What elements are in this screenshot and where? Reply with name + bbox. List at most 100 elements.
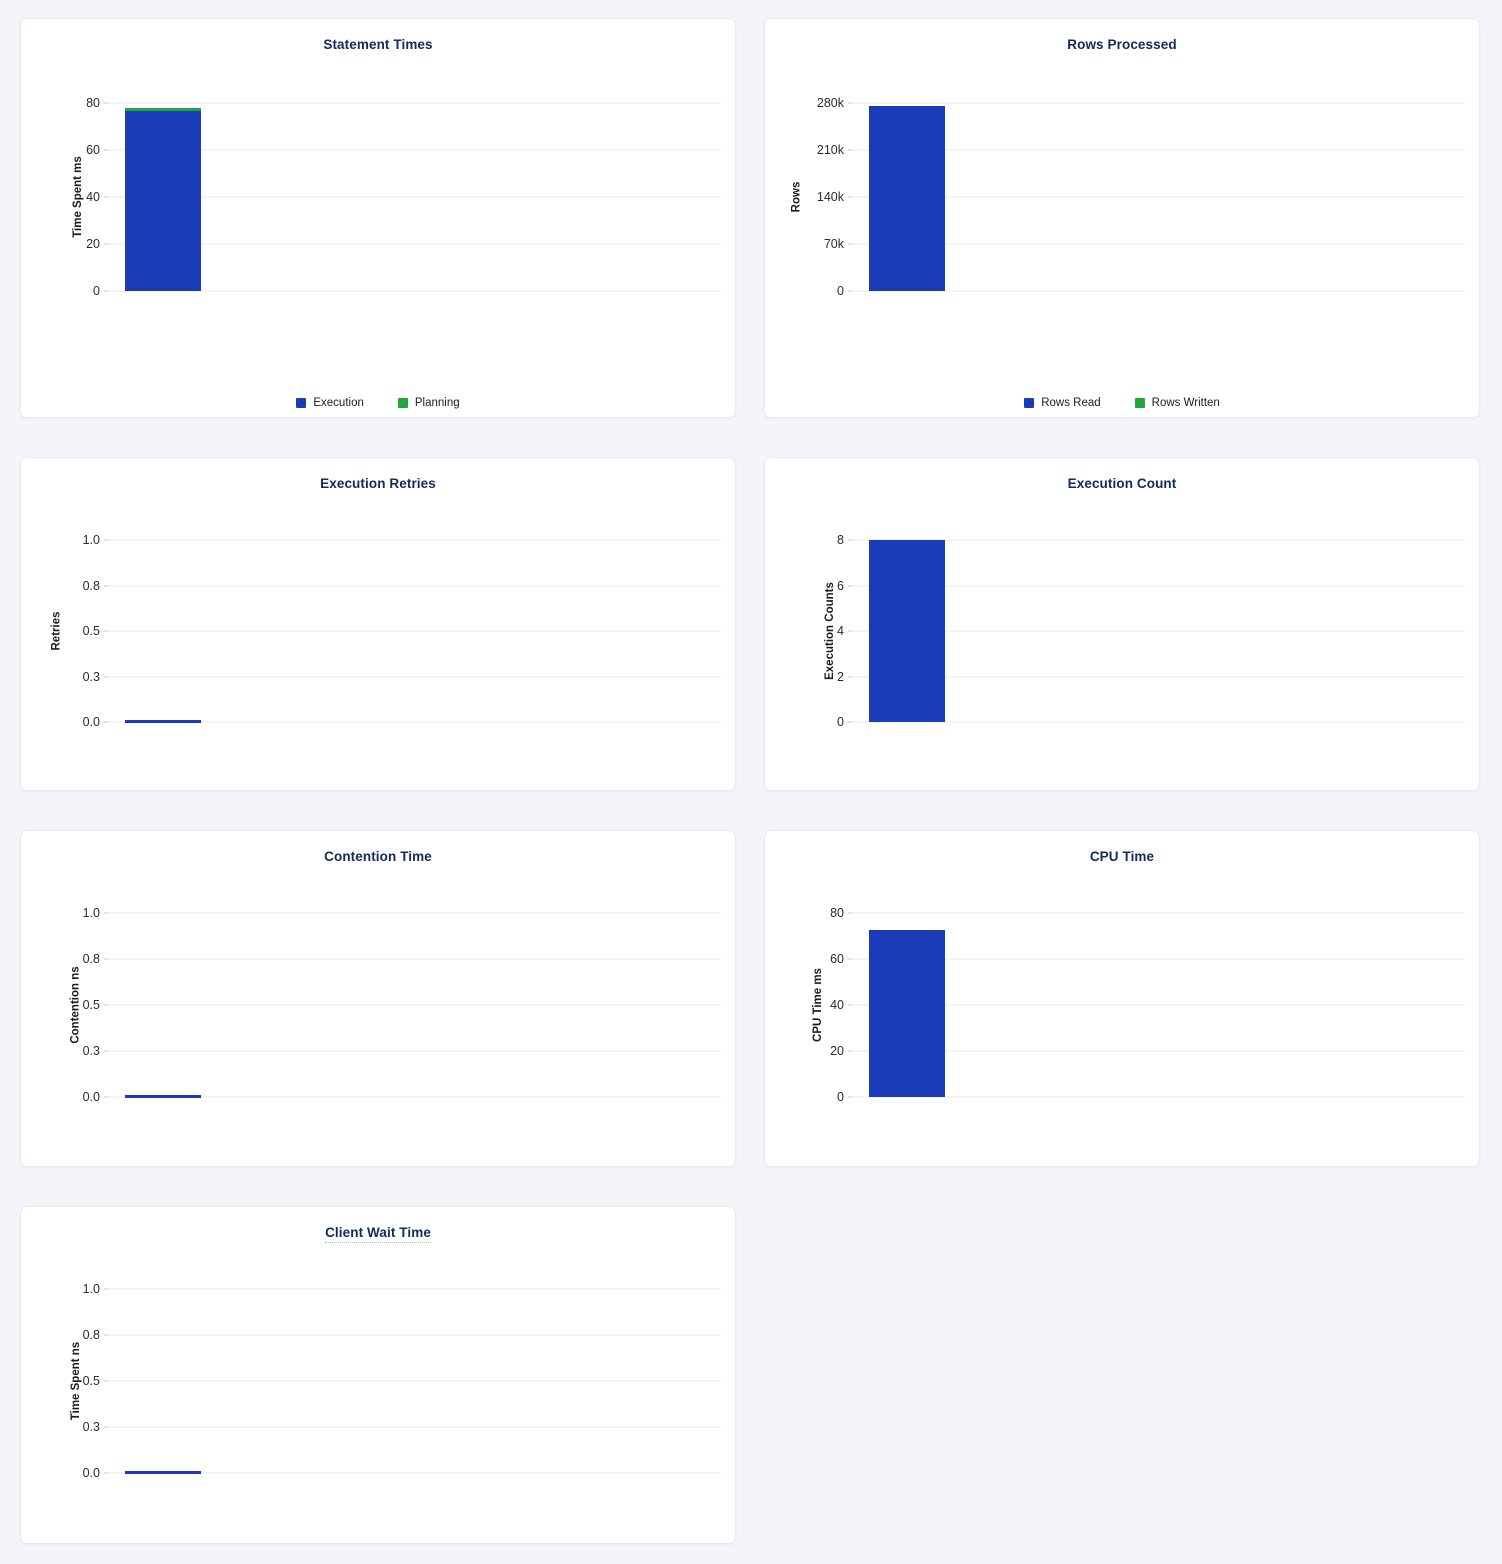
gridline: [109, 196, 721, 198]
gridline: [109, 630, 721, 632]
gridline: [853, 1096, 1465, 1098]
chart-card-execution-retries: Execution Retries Retries 0.0 0.3 0.5 0.8 1.0: [20, 457, 736, 791]
gridline: [853, 630, 1465, 632]
y-tick-label: 210k: [816, 143, 844, 158]
plot-area-contention-time: Contention ns 0.0 0.3 0.5 0.8 1.0: [21, 865, 735, 1157]
y-tick-mark: [104, 676, 109, 678]
y-tick-mark: [104, 149, 109, 151]
y-tick-label: 70k: [823, 237, 844, 252]
y-tick-label: 0.5: [82, 1374, 100, 1389]
legend-swatch-icon: [1024, 398, 1035, 408]
bar-execution-count[interactable]: [869, 540, 945, 723]
y-tick-mark: [848, 958, 853, 960]
y-tick-label: 0.3: [82, 1044, 100, 1059]
legend-statement-times: Execution Planning: [21, 397, 735, 409]
chart-title-cpu-time: CPU Time: [765, 831, 1479, 865]
chart-title-execution-count: Execution Count: [765, 458, 1479, 492]
y-tick-label: 40: [86, 190, 100, 205]
charts-grid: Statement Times Time Spent ms 0 20 40 60 80 E…: [20, 18, 1482, 1544]
y-axis-label: Contention ns: [69, 966, 82, 1044]
chart-title-text: Statement Times: [323, 37, 433, 52]
y-tick-label: 2: [837, 669, 844, 684]
y-tick-label: 0.8: [82, 1328, 100, 1343]
legend-item-rows-read[interactable]: Rows Read: [1024, 397, 1101, 409]
chart-title-text: CPU Time: [1089, 849, 1155, 864]
gridline: [109, 243, 721, 245]
y-tick-mark: [104, 585, 109, 587]
chart-title-contention-time: Contention Time: [21, 831, 735, 865]
gridline: [853, 149, 1465, 151]
legend-item-rows-written[interactable]: Rows Written: [1134, 397, 1220, 409]
legend-swatch-icon: [397, 398, 408, 408]
y-tick-mark: [104, 102, 109, 104]
gridline: [109, 676, 721, 678]
y-tick-mark: [104, 630, 109, 632]
gridline: [109, 1096, 721, 1098]
y-tick-mark: [848, 102, 853, 104]
plot-area-client-wait-time: Time Spent ns 0.0 0.3 0.5 0.8 1.0: [21, 1241, 735, 1533]
line-contention[interactable]: [125, 1095, 201, 1099]
gridline: [109, 1334, 721, 1336]
y-tick-mark: [848, 585, 853, 587]
axis-area: 0 70k 140k 210k 280k: [817, 96, 1465, 298]
y-tick-mark: [104, 1472, 109, 1474]
y-tick-mark: [104, 1426, 109, 1428]
plot-area-statement-times: Time Spent ms 0 20 40 60 80: [21, 53, 735, 353]
y-axis-label: Time Spent ns: [70, 1341, 83, 1421]
legend-rows-processed: Rows Read Rows Written: [765, 397, 1479, 409]
y-tick-mark: [848, 243, 853, 245]
chart-card-statement-times: Statement Times Time Spent ms 0 20 40 60 80 E…: [20, 18, 736, 418]
y-tick-label: 40: [830, 998, 844, 1013]
gridline: [109, 912, 721, 914]
plot-area-cpu-time: CPU Time ms 0 20 40 60 80: [765, 865, 1479, 1157]
gridline: [853, 243, 1465, 245]
y-tick-mark: [848, 1050, 853, 1052]
chart-card-client-wait-time: Client Wait Time Time Spent ns 0.0 0.3 0.5 0…: [20, 1206, 736, 1544]
line-retries[interactable]: [125, 720, 201, 724]
chart-title-client-wait-time[interactable]: Client Wait Time: [21, 1207, 735, 1243]
y-tick-label: 140k: [816, 190, 844, 205]
gridline: [109, 539, 721, 541]
plot-area-rows-processed: Rows 0 70k 140k 210k 280k: [765, 53, 1479, 353]
chart-title-text: Execution Count: [1067, 476, 1177, 491]
bar-cpu-time[interactable]: [869, 930, 945, 1098]
gridline: [109, 1472, 721, 1474]
y-tick-mark: [848, 721, 853, 723]
y-tick-label: 80: [830, 906, 844, 921]
axis-area: 0 20 40 60 80: [830, 906, 1465, 1104]
y-tick-label: 0.0: [82, 1466, 100, 1481]
chart-title-text: Rows Processed: [1067, 37, 1177, 52]
y-tick-mark: [104, 196, 109, 198]
y-tick-mark: [104, 1096, 109, 1098]
y-tick-label: 0.8: [82, 952, 100, 967]
legend-item-execution[interactable]: Execution: [296, 397, 364, 409]
y-tick-label: 1.0: [82, 906, 100, 921]
chart-title-execution-retries: Execution Retries: [21, 458, 735, 492]
y-tick-label: 6: [837, 578, 844, 593]
y-tick-mark: [104, 290, 109, 292]
y-tick-mark: [848, 676, 853, 678]
y-tick-label: 60: [86, 143, 100, 158]
gridline: [109, 585, 721, 587]
y-tick-label: 0.5: [82, 998, 100, 1013]
line-client-wait[interactable]: [125, 1471, 201, 1475]
bar-execution[interactable]: [125, 110, 201, 292]
bar-rows-read[interactable]: [869, 105, 945, 292]
gridline: [109, 1050, 721, 1052]
y-axis-label: CPU Time ms: [811, 968, 824, 1043]
y-tick-mark: [104, 1380, 109, 1382]
gridline: [853, 102, 1465, 104]
chart-title-rows-processed: Rows Processed: [765, 19, 1479, 53]
axis-area: 0.0 0.3 0.5 0.8 1.0: [83, 1282, 721, 1480]
legend-item-planning[interactable]: Planning: [397, 397, 460, 409]
gridline: [109, 1004, 721, 1006]
gridline: [853, 958, 1465, 960]
y-tick-mark: [104, 912, 109, 914]
plot-area-execution-retries: Retries 0.0 0.3 0.5 0.8 1.0: [21, 492, 735, 782]
y-tick-mark: [848, 912, 853, 914]
bar-planning[interactable]: [125, 108, 201, 111]
y-tick-label: 0.8: [82, 578, 100, 593]
y-tick-label: 0.3: [82, 669, 100, 684]
y-tick-mark: [848, 1004, 853, 1006]
gridline: [109, 1288, 721, 1290]
